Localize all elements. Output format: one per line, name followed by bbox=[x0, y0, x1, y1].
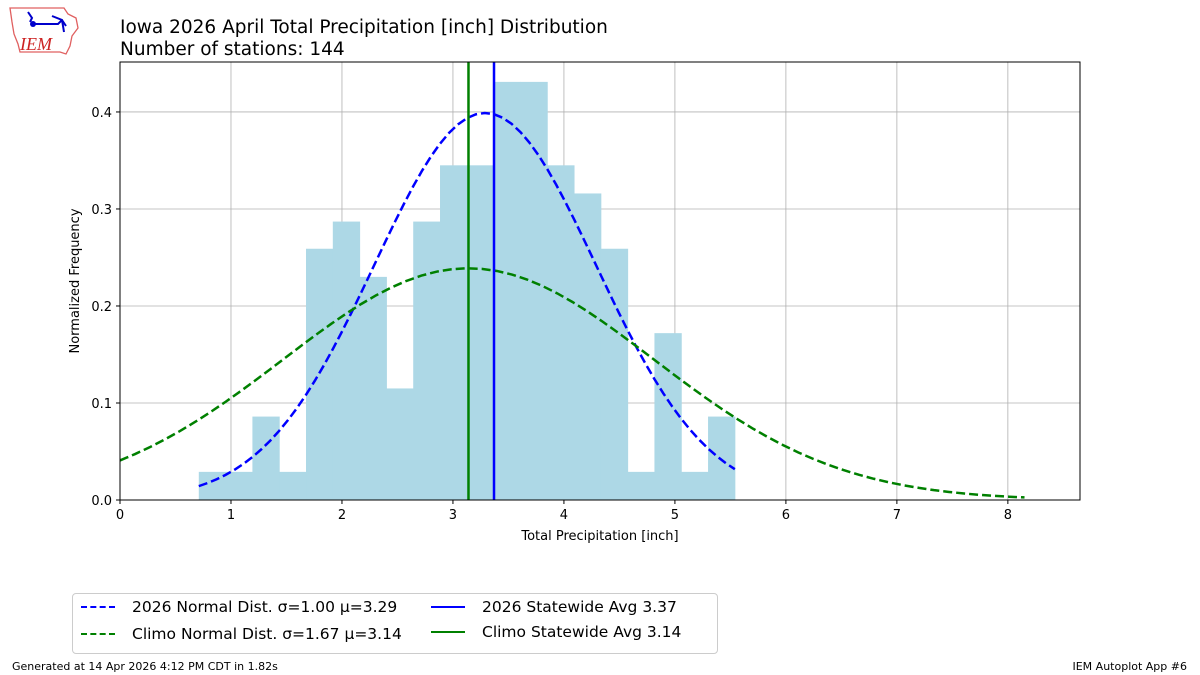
histogram-bar bbox=[306, 248, 334, 500]
histogram-bar bbox=[332, 221, 361, 500]
legend: 2026 Normal Dist. σ=1.00 μ=3.29 Climo No… bbox=[72, 593, 718, 654]
svg-text:IEM: IEM bbox=[19, 34, 53, 54]
x-axis-label: Total Precipitation [inch] bbox=[520, 529, 678, 544]
chart-subtitle: Number of stations: 144 bbox=[120, 39, 345, 60]
x-tick-label: 3 bbox=[449, 508, 457, 523]
histogram-bar bbox=[493, 81, 521, 500]
histogram-bar bbox=[225, 471, 253, 500]
histogram-bar bbox=[574, 193, 602, 501]
legend-item-climo-normal: Climo Normal Dist. σ=1.67 μ=3.14 bbox=[81, 625, 402, 643]
histogram-bar bbox=[413, 221, 441, 500]
legend-item-climo-avg: Climo Statewide Avg 3.14 bbox=[431, 623, 681, 641]
chart-title: Iowa 2026 April Total Precipitation [inc… bbox=[120, 17, 608, 38]
legend-label: 2026 Statewide Avg 3.37 bbox=[482, 598, 677, 616]
histogram-bar bbox=[600, 248, 629, 500]
normal-curve bbox=[119, 267, 1025, 499]
histogram-bar bbox=[440, 165, 468, 500]
histogram-bar bbox=[547, 165, 575, 500]
histogram-bar bbox=[466, 165, 495, 500]
x-tick-label: 7 bbox=[893, 508, 901, 523]
histogram-bar bbox=[708, 416, 736, 500]
legend-label: Climo Statewide Avg 3.14 bbox=[482, 623, 682, 641]
x-tick-label: 1 bbox=[227, 508, 235, 523]
x-tick-label: 8 bbox=[1004, 508, 1012, 523]
y-tick-label: 0.0 bbox=[91, 494, 112, 509]
histogram-bar bbox=[386, 388, 414, 500]
iem-logo: IEM bbox=[6, 4, 81, 62]
y-tick-label: 0.2 bbox=[91, 300, 112, 315]
y-tick-label: 0.3 bbox=[91, 203, 112, 218]
x-tick-label: 5 bbox=[671, 508, 679, 523]
footer-app: IEM Autoplot App #6 bbox=[1072, 660, 1187, 673]
x-tick-label: 4 bbox=[560, 508, 568, 523]
histogram-bar bbox=[627, 471, 655, 500]
x-tick-label: 6 bbox=[782, 508, 790, 523]
legend-label: Climo Normal Dist. σ=1.67 μ=3.14 bbox=[132, 625, 402, 643]
histogram-bar bbox=[252, 416, 280, 500]
y-tick-label: 0.4 bbox=[91, 106, 112, 121]
histogram-bar bbox=[359, 276, 387, 500]
legend-item-2026-avg: 2026 Statewide Avg 3.37 bbox=[431, 598, 677, 616]
y-axis-label: Normalized Frequency bbox=[68, 208, 83, 353]
legend-item-2026-normal: 2026 Normal Dist. σ=1.00 μ=3.29 bbox=[81, 598, 397, 616]
histogram-bar bbox=[681, 471, 709, 500]
x-tick-label: 0 bbox=[116, 508, 124, 523]
legend-label: 2026 Normal Dist. σ=1.00 μ=3.29 bbox=[132, 598, 398, 616]
footer-generated: Generated at 14 Apr 2026 4:12 PM CDT in … bbox=[12, 660, 278, 673]
axes-frame bbox=[119, 61, 1081, 501]
histogram-bar bbox=[520, 81, 548, 500]
histogram-bar bbox=[198, 471, 227, 500]
x-tick-label: 2 bbox=[338, 508, 346, 523]
histogram-bar bbox=[654, 333, 682, 500]
histogram-bar bbox=[279, 471, 307, 500]
y-tick-label: 0.1 bbox=[91, 397, 112, 412]
normal-curve bbox=[198, 111, 736, 488]
